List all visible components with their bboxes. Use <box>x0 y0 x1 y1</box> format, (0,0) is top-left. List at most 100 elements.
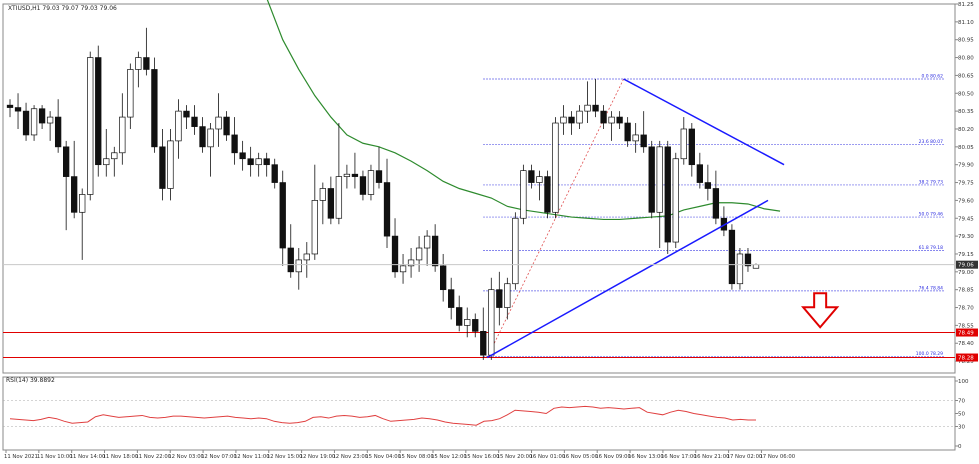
candle <box>255 152 262 177</box>
candle-body <box>512 217 519 285</box>
candle-body <box>480 330 487 356</box>
time-tick-label: 17 Nov 02:00 <box>727 454 763 460</box>
current-price-tag: 79.06 <box>956 260 978 269</box>
price-tick-label: 79.15 <box>958 252 974 258</box>
candle-body <box>303 253 310 261</box>
time-tick-label: 15 Nov 12:00 <box>431 454 467 460</box>
candle-body <box>472 319 479 332</box>
candle <box>319 182 326 225</box>
candle-body <box>592 104 599 112</box>
candle <box>536 170 543 201</box>
candle <box>560 105 567 135</box>
candle <box>448 277 455 320</box>
candle <box>167 128 174 201</box>
candle <box>311 164 318 260</box>
candle-body <box>656 146 663 213</box>
candle-body <box>247 158 254 166</box>
time-tick-label: 12 Nov 11:00 <box>234 454 270 460</box>
candle <box>183 105 190 129</box>
candle <box>440 253 447 302</box>
candle <box>456 295 463 332</box>
candle-body <box>343 173 351 177</box>
time-tick-label: 16 Nov 21:00 <box>694 454 730 460</box>
candle <box>199 117 206 153</box>
price-tick-label: 78.40 <box>958 341 974 347</box>
candle <box>143 27 150 76</box>
candle <box>664 140 671 254</box>
candle-body <box>359 176 367 195</box>
candle-body <box>624 122 631 142</box>
candle-body <box>14 107 22 112</box>
candle-body <box>111 152 118 160</box>
candle-body <box>600 110 607 124</box>
candle <box>383 158 391 249</box>
rsi-axis: 100 70 50 30 0 <box>955 379 969 450</box>
candle <box>54 99 62 153</box>
candle <box>231 117 238 165</box>
candle-body <box>167 140 174 189</box>
candle-body <box>464 319 471 326</box>
candle <box>496 271 503 326</box>
candle <box>71 140 78 219</box>
support-lines: 78.49 78.28 <box>3 328 978 362</box>
candle <box>544 170 551 219</box>
candle <box>247 146 254 177</box>
candle <box>191 105 198 135</box>
candle-body <box>488 289 495 356</box>
candle <box>656 140 663 249</box>
time-tick-label: 12 Nov 03:00 <box>168 454 204 460</box>
candle-body <box>199 126 206 148</box>
price-tick-label: 81.10 <box>958 20 974 26</box>
trend-lines <box>486 78 785 359</box>
candle <box>640 111 647 153</box>
candle-body <box>215 116 222 130</box>
symbol-header: XTIUSD,H1 79.03 79.07 79.03 79.06 <box>8 5 117 12</box>
candle-body <box>496 289 503 308</box>
candle <box>576 105 583 129</box>
candle <box>568 111 575 135</box>
candle-body <box>127 69 134 118</box>
time-tick-label: 16 Nov 13:00 <box>628 454 664 460</box>
time-tick-label: 12 Nov 19:00 <box>300 454 336 460</box>
candle <box>648 140 655 219</box>
candle <box>151 57 158 153</box>
time-tick-label: 11 Nov 10:00 <box>37 454 73 460</box>
candle-body <box>255 158 262 166</box>
current-price-label: 79.06 <box>958 263 974 269</box>
candle <box>175 99 182 159</box>
candle <box>600 105 607 129</box>
candle-body <box>22 110 30 136</box>
candle-body <box>38 108 46 124</box>
time-tick-label: 11 Nov 22:00 <box>135 454 171 460</box>
support-price-tag <box>956 328 978 337</box>
candle-body <box>175 110 182 142</box>
candle-body <box>568 116 575 124</box>
candle-body <box>46 116 54 124</box>
candle-body <box>560 116 567 124</box>
candle <box>399 253 407 284</box>
support-price-tag <box>956 353 978 362</box>
fib-level-label: 38.2 79.73 <box>919 179 943 185</box>
candle <box>359 170 367 201</box>
candle-body <box>391 235 399 273</box>
candle <box>616 111 623 129</box>
price-tick-label: 80.65 <box>958 73 974 79</box>
candle <box>696 152 703 189</box>
candle-body <box>63 146 70 177</box>
candle-body <box>183 110 190 118</box>
candle <box>223 111 230 141</box>
candle <box>736 248 744 290</box>
candle-body <box>744 253 752 267</box>
rsi-line <box>9 405 756 426</box>
down-arrow <box>800 292 840 329</box>
candle-body <box>375 170 383 183</box>
candle-body <box>399 265 407 273</box>
candle <box>343 164 351 189</box>
candle <box>672 152 679 249</box>
candle <box>632 123 639 153</box>
candle-body <box>287 247 294 273</box>
price-axis: 81.25 81.10 80.95 80.80 80.65 80.50 80.35 80.20… <box>955 2 974 365</box>
candle <box>119 93 126 165</box>
